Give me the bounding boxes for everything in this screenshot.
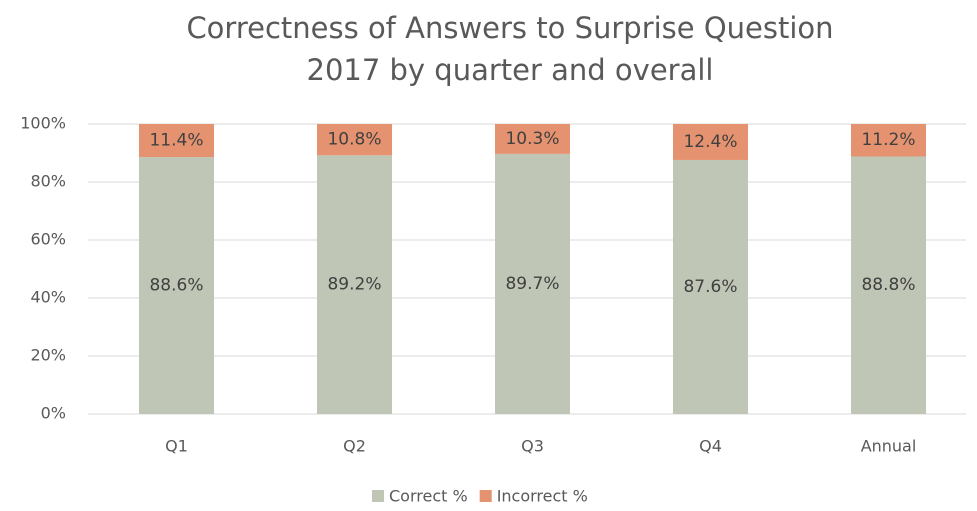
y-tick-label: 40% xyxy=(30,288,66,307)
bar-segment xyxy=(139,157,214,414)
data-label: 12.4% xyxy=(683,132,737,152)
bar-segment xyxy=(317,124,392,156)
data-label: 11.2% xyxy=(861,130,915,150)
data-label: 89.7% xyxy=(505,274,559,294)
bar-segment xyxy=(317,155,392,414)
y-tick-label: 0% xyxy=(41,404,66,423)
chart-subtitle: 2017 by quarter and overall xyxy=(307,53,714,87)
chart-title: Correctness of Answers to Surprise Quest… xyxy=(186,11,833,45)
bar-segment xyxy=(673,124,748,160)
bar-segment xyxy=(495,124,570,154)
y-tick-label: 60% xyxy=(30,230,66,249)
legend-label: Correct % xyxy=(389,487,468,506)
legend-swatch xyxy=(479,490,492,502)
legend-swatch xyxy=(372,490,384,502)
x-tick-label: Q2 xyxy=(343,437,366,456)
x-tick-label: Q3 xyxy=(521,437,544,456)
bar-segment xyxy=(139,124,214,158)
legend-label: Incorrect % xyxy=(497,487,588,506)
data-label: 88.8% xyxy=(861,275,915,295)
bar-segment xyxy=(851,124,926,157)
x-tick-label: Annual xyxy=(861,437,917,456)
y-tick-label: 80% xyxy=(30,172,66,191)
bar-segment xyxy=(495,153,570,414)
data-label: 87.6% xyxy=(683,277,737,297)
data-label: 88.6% xyxy=(149,276,203,296)
y-tick-label: 100% xyxy=(20,114,66,133)
x-tick-label: Q4 xyxy=(699,437,722,456)
data-label: 10.3% xyxy=(505,129,559,149)
data-label: 11.4% xyxy=(149,131,203,151)
data-label: 89.2% xyxy=(327,275,381,295)
bar-segment xyxy=(851,156,926,415)
bar-segment xyxy=(673,159,748,414)
data-label: 10.8% xyxy=(327,130,381,150)
x-tick-label: Q1 xyxy=(165,437,188,456)
y-tick-label: 20% xyxy=(30,346,66,365)
